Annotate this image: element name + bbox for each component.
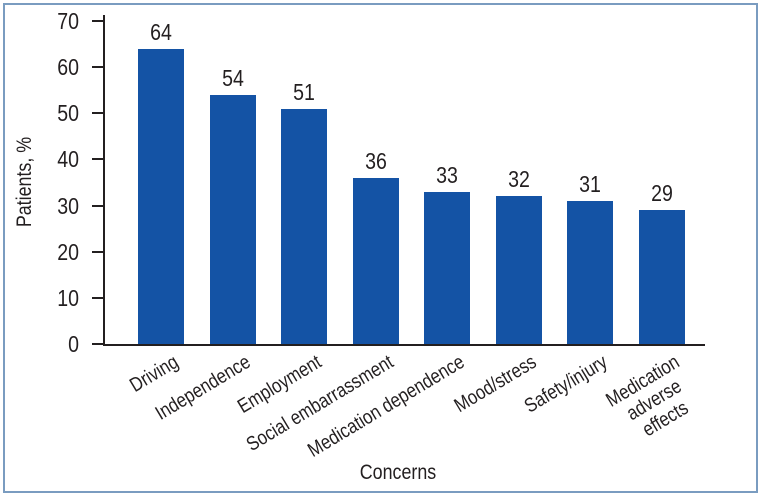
bar-value-label: 33 (436, 161, 458, 188)
x-category-label: Medication adverse effects (601, 351, 692, 442)
y-tick-label: 50 (57, 100, 79, 127)
bar (567, 200, 614, 344)
y-tick-label: 0 (68, 331, 79, 357)
bar-value-label: 29 (650, 180, 673, 207)
x-axis-line (103, 344, 705, 346)
bar-value-label: 51 (293, 78, 315, 105)
x-category-label: Driving (126, 351, 183, 397)
y-tick-label: 60 (57, 54, 79, 81)
bar-value-label: 54 (221, 64, 244, 91)
bar (638, 210, 685, 344)
y-tick-mark (92, 204, 103, 207)
y-tick-mark (92, 112, 103, 115)
bar (281, 108, 328, 344)
y-tick-label: 30 (57, 192, 79, 219)
y-tick-mark (92, 343, 103, 345)
y-tick-mark (92, 296, 103, 299)
y-tick-label: 10 (57, 284, 79, 311)
figure-frame-border (3, 3, 758, 493)
y-tick-label: 70 (57, 8, 79, 34)
bar-value-label: 32 (507, 166, 530, 193)
y-tick-label: 20 (57, 238, 79, 265)
bar (424, 191, 471, 344)
bar (495, 196, 542, 344)
y-tick-mark (92, 20, 103, 22)
y-tick-label: 40 (57, 146, 79, 173)
bar (352, 177, 399, 344)
bar (209, 94, 256, 344)
bar (138, 48, 185, 344)
bar-value-label: 31 (579, 170, 601, 197)
y-tick-mark (92, 250, 103, 253)
y-axis-title: Patients, % (13, 136, 36, 228)
x-axis-title: Concerns (359, 461, 437, 484)
y-tick-mark (92, 158, 103, 161)
y-axis-line (103, 15, 105, 346)
bar-value-label: 36 (364, 147, 387, 174)
bar-value-label: 64 (150, 18, 172, 45)
y-tick-mark (92, 66, 103, 69)
